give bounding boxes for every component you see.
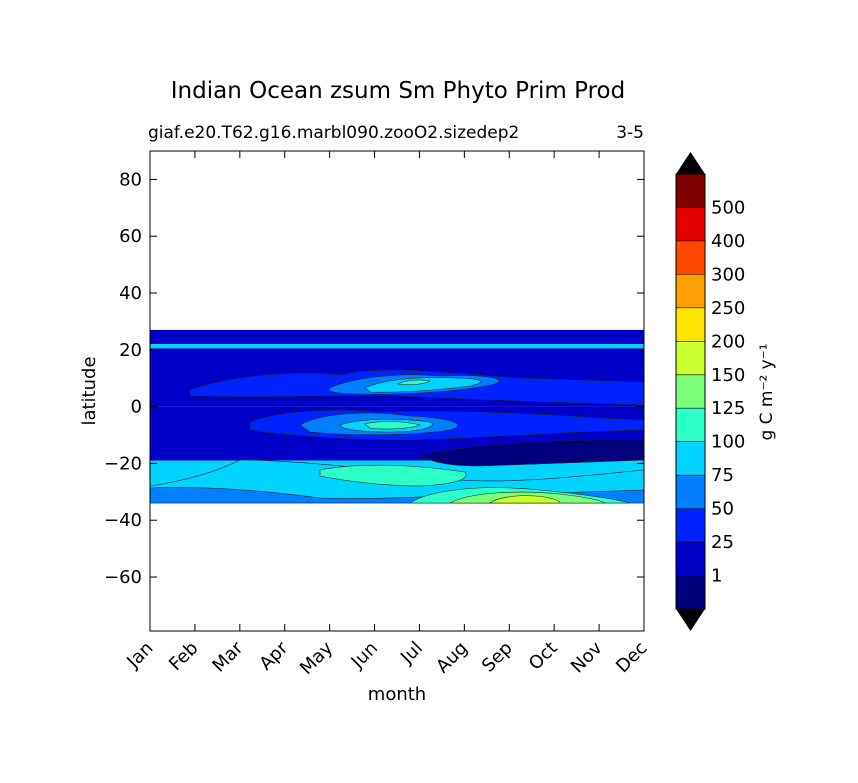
y-tick-label: −60 bbox=[104, 567, 142, 588]
band-thin-line-21 bbox=[150, 344, 644, 349]
colorbar-frame bbox=[675, 173, 706, 610]
colorbar-tick-label: 500 bbox=[711, 197, 745, 218]
colorbar-swatch bbox=[676, 174, 705, 208]
colorbar-swatch bbox=[676, 274, 705, 308]
plot-frame bbox=[149, 150, 645, 632]
chart-subtitle-right: 3-5 bbox=[616, 123, 644, 143]
heatmap-plot bbox=[150, 151, 644, 631]
y-tick-label: −40 bbox=[104, 510, 142, 531]
y-axis-label: latitude bbox=[79, 356, 100, 425]
colorbar-tick-label: 25 bbox=[711, 532, 734, 553]
y-axis: 80 60 40 20 0 −20 −40 −60 bbox=[104, 169, 644, 588]
feature-arabian-sea-peak bbox=[364, 377, 481, 393]
feature-southern-max bbox=[489, 495, 561, 504]
y-tick-label: 60 bbox=[119, 226, 142, 247]
colorbar-tick-label: 300 bbox=[711, 264, 745, 285]
feature-low-strip bbox=[419, 439, 644, 467]
contour-features bbox=[150, 369, 644, 504]
colorbar-tick-label: 50 bbox=[711, 499, 734, 520]
y-tick-label: −20 bbox=[104, 453, 142, 474]
colorbar-swatch bbox=[676, 475, 705, 509]
colorbar-tick-label: 150 bbox=[711, 365, 745, 386]
colorbar-tick-label: 200 bbox=[711, 331, 745, 352]
colorbar-tick-label: 1 bbox=[711, 566, 722, 587]
colorbar-tick-label: 75 bbox=[711, 465, 734, 486]
y-tick-label: 80 bbox=[119, 169, 142, 190]
colorbar-swatch bbox=[676, 341, 705, 375]
colorbar-swatch bbox=[676, 240, 705, 275]
colorbar-swatch bbox=[676, 374, 705, 409]
chart-title: Indian Ocean zsum Sm Phyto Prim Prod bbox=[171, 78, 625, 104]
feature-eq-south-peak bbox=[364, 421, 421, 430]
colorbar-tick-label: 100 bbox=[711, 432, 745, 453]
colorbar-tick-label: 400 bbox=[711, 231, 745, 252]
chart-subtitle-left: giaf.e20.T62.g16.marbl090.zooO2.sizedep2 bbox=[148, 123, 519, 143]
colorbar-swatch bbox=[676, 207, 705, 241]
colorbar-swatch bbox=[676, 441, 705, 476]
feature-arabian-sea-top bbox=[397, 379, 431, 386]
colorbar-swatch bbox=[676, 508, 705, 543]
colorbar-tick-label: 250 bbox=[711, 298, 745, 319]
y-tick-label: 20 bbox=[119, 340, 142, 361]
band-north-edge bbox=[150, 329, 644, 345]
colorbar-over-arrow bbox=[676, 152, 705, 174]
colorbar-swatch bbox=[676, 542, 705, 576]
y-tick-label: 40 bbox=[119, 283, 142, 304]
colorbar-swatch bbox=[676, 575, 705, 609]
colorbar-swatch bbox=[676, 307, 705, 342]
colorbar-tick-label: 125 bbox=[711, 398, 745, 419]
colorbar-under-arrow bbox=[676, 609, 705, 631]
y-tick-label: 0 bbox=[131, 397, 142, 418]
colorbar-label: g C m⁻² y⁻¹ bbox=[757, 343, 777, 440]
colorbar-swatch bbox=[676, 408, 705, 442]
x-axis-label: month bbox=[368, 684, 426, 705]
feature-south-band-high bbox=[319, 464, 467, 487]
